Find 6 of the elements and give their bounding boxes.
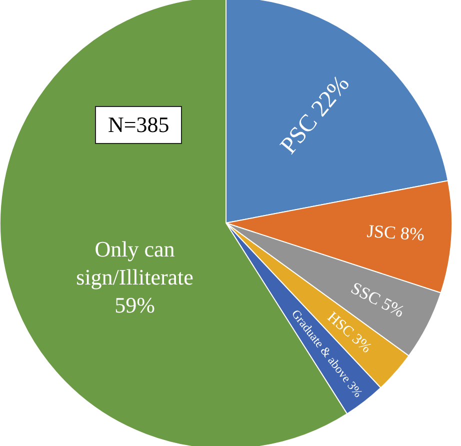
text: N=385 <box>95 106 182 144</box>
slice-label: SSC 5% <box>348 278 408 322</box>
slice-label: JSC 8% <box>366 220 426 244</box>
slice-label: Only can sign/Illiterate <box>76 236 194 290</box>
slice-label: PSC 22% <box>276 71 355 160</box>
data-label: 59% <box>114 292 155 318</box>
